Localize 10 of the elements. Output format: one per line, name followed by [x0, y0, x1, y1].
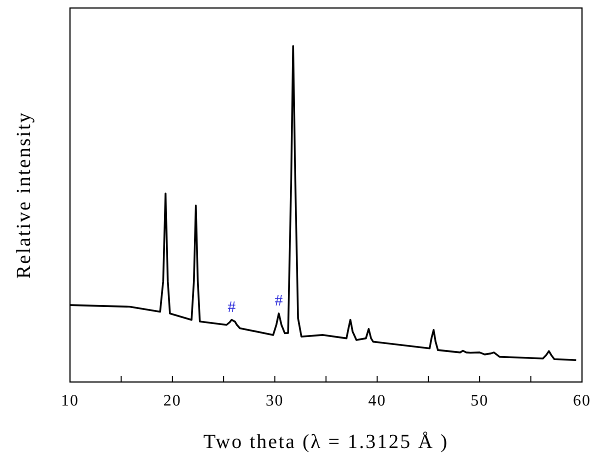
x-tick-label: 30: [266, 392, 284, 410]
y-axis-title: Relative intensity: [13, 111, 35, 279]
x-tick-label: 40: [368, 392, 386, 410]
x-tick-label: 20: [163, 392, 182, 410]
x-tick-label: 10: [61, 392, 79, 410]
x-axis-title: Two theta (λ = 1.3125 Å ): [203, 431, 449, 453]
annotation: #: [274, 292, 283, 310]
x-tick-label: 50: [470, 392, 489, 410]
annotation: #: [228, 298, 236, 316]
x-tick-label: 60: [573, 392, 591, 410]
